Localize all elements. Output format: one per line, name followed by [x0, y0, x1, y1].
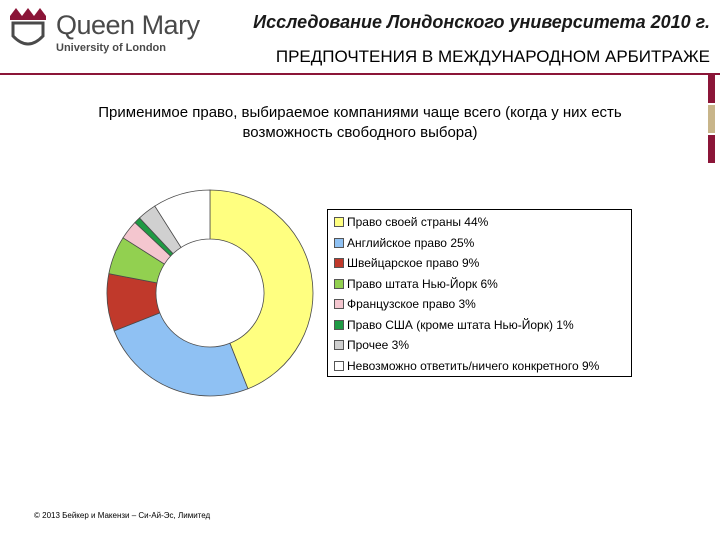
chart-legend: Право своей страны 44% Английское право 2… — [327, 209, 632, 377]
legend-item: Французское право 3% — [334, 297, 476, 311]
chart-title-line-1: Применимое право, выбираемое компаниями … — [98, 104, 622, 121]
donut-slice-8 — [154, 189, 211, 248]
legend-item: Право своей страны 44% — [334, 215, 488, 229]
legend-item: Прочее 3% — [334, 338, 409, 352]
legend-item: Право штата Нью-Йорк 6% — [334, 277, 498, 291]
legend-swatch — [334, 217, 344, 227]
logo-name: Queen Mary — [56, 10, 200, 40]
legend-item: Невозможно ответить/ничего конкретного 9… — [334, 359, 599, 373]
page-title: Исследование Лондонского университета 20… — [253, 12, 710, 32]
legend-label: Швейцарское право 9% — [347, 256, 480, 270]
page-subtitle: ПРЕДПОЧТЕНИЯ В МЕЖДУНАРОДНОМ АРБИТРАЖЕ — [275, 47, 710, 66]
donut-slice-2 — [113, 312, 249, 397]
legend-label: Прочее 3% — [347, 338, 409, 352]
university-logo: Queen Mary University of London — [4, 6, 204, 56]
legend-swatch — [334, 299, 344, 309]
legend-label: Невозможно ответить/ничего конкретного 9… — [347, 358, 600, 373]
donut-chart — [106, 189, 314, 397]
legend-swatch — [334, 340, 344, 350]
copyright-notice: © 2013 Бейкер и Макензи – Си-Ай-Эс, Лими… — [34, 511, 211, 520]
legend-label: Французское право 3% — [347, 297, 476, 311]
legend-swatch — [334, 258, 344, 268]
legend-item: Право США (кроме штата Нью-Йорк) 1% — [334, 318, 574, 332]
legend-label: Право своей страны 44% — [347, 215, 489, 229]
chart-title: Применимое право, выбираемое компаниями … — [20, 103, 700, 143]
header-divider — [0, 73, 720, 75]
legend-label: Право штата Нью-Йорк 6% — [347, 276, 498, 291]
legend-swatch — [334, 319, 344, 330]
header: Queen Mary University of London Исследов… — [0, 0, 720, 75]
legend-swatch — [334, 278, 344, 289]
legend-item: Швейцарское право 9% — [334, 256, 479, 270]
legend-swatch — [334, 237, 344, 248]
legend-item: Английское право 25% — [334, 236, 474, 250]
side-bar — [708, 75, 715, 103]
side-accent-bars — [700, 75, 720, 165]
donut-slice-1 — [209, 189, 314, 390]
logo-subtitle: University of London — [56, 42, 166, 54]
legend-label: Английское право 25% — [347, 235, 475, 250]
side-bar — [708, 105, 715, 133]
side-bar — [708, 135, 715, 163]
crest-icon — [10, 8, 46, 46]
legend-swatch — [334, 360, 344, 371]
legend-label: Право США (кроме штата Нью-Йорк) 1% — [347, 317, 574, 332]
chart-title-line-2: возможность свободного выбора) — [242, 124, 478, 141]
